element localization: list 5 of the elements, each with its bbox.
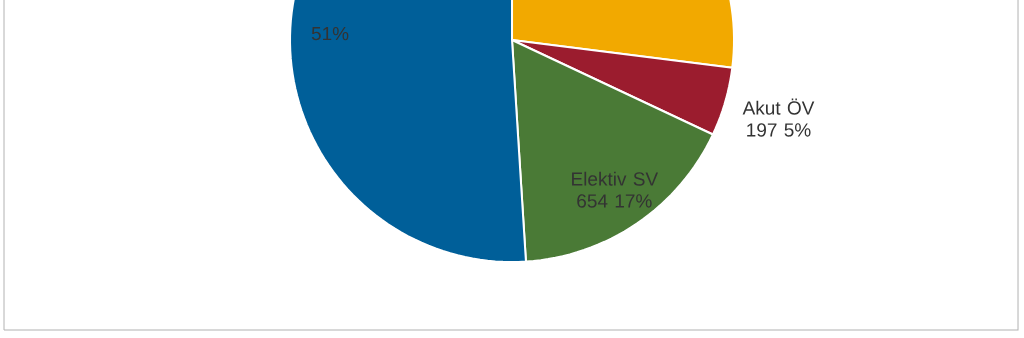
slice-label: Akut ÖV	[742, 98, 815, 115]
data-label: 197 5%	[747, 123, 811, 137]
slice-label: Elektiv SV	[572, 171, 659, 186]
data-label: 654 17%	[577, 194, 652, 208]
data-label: 51%	[311, 26, 349, 41]
